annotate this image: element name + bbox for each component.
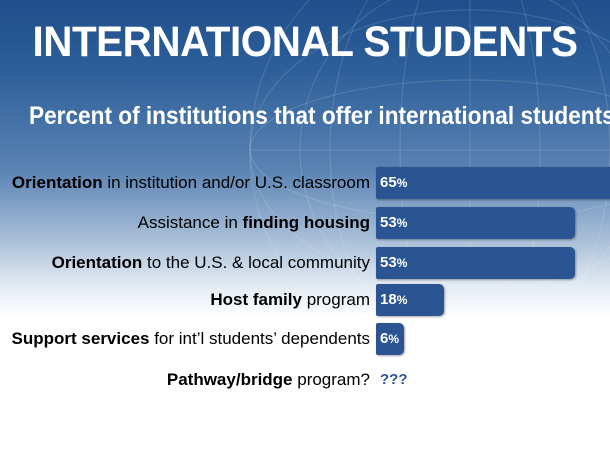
data-label: 65% [380,174,408,191]
bar-row: Pathway/bridge program? ??? [0,364,610,396]
page-title: INTERNATIONAL STUDENTS [32,18,578,66]
bar: 6% [376,323,404,355]
data-label: 18% [380,291,408,308]
bar-row: Support services for int’l students’ dep… [0,323,610,355]
bar: 53% [376,247,575,279]
bar-row: Orientation in institution and/or U.S. c… [0,167,610,199]
unknown-value-label: ??? [380,371,408,388]
bar: 65% [376,167,610,199]
bar-row: Assistance in finding housing 53% [0,207,610,239]
data-label: 6% [380,330,400,347]
category-label: Assistance in finding housing [137,213,370,232]
category-label: Host family program [210,290,370,309]
category-label: Pathway/bridge program? [166,370,370,389]
category-label: Orientation to the U.S. & local communit… [51,253,370,272]
chart-subtitle: Percent of institutions that offer inter… [28,102,610,130]
category-label: Support services for int’l students’ dep… [11,329,370,348]
bar-row: Orientation to the U.S. & local communit… [0,247,610,279]
data-label: 53% [380,254,408,271]
bar: 18% [376,284,444,316]
bar: 53% [376,207,575,239]
bar-row: Host family program 18% [0,284,610,316]
data-label: 53% [380,214,408,231]
category-label: Orientation in institution and/or U.S. c… [11,173,370,192]
